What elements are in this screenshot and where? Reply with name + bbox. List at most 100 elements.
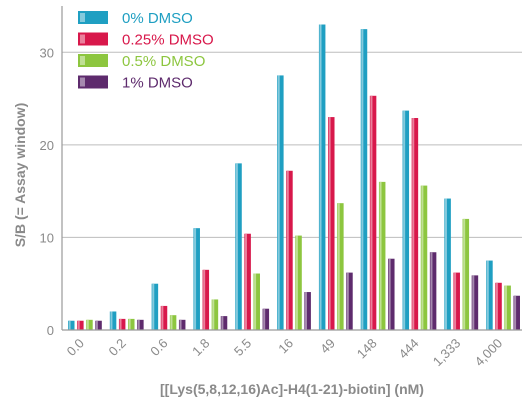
bar (77, 320, 84, 330)
bar (118, 318, 126, 330)
y-tick-label: 0 (47, 323, 54, 338)
bar-highlight (430, 252, 433, 330)
bar (429, 252, 437, 330)
bar-highlight (346, 272, 349, 330)
bar-layer (68, 24, 520, 331)
bar (95, 320, 102, 330)
bar-highlight (388, 258, 391, 330)
bar (262, 308, 270, 330)
bar-highlight (137, 319, 140, 330)
bar (318, 24, 326, 331)
bar (328, 117, 335, 330)
bar (68, 320, 75, 330)
legend-label: 0.5% DMSO (122, 53, 205, 70)
bar-highlight (295, 235, 298, 330)
x-tick-label: 1,333 (430, 336, 464, 370)
bar-highlight (170, 315, 173, 330)
legend-label: 0.25% DMSO (122, 32, 214, 49)
bar-highlight (244, 233, 247, 330)
bar-highlight (328, 117, 331, 330)
x-tick-label: 0.0 (64, 336, 87, 359)
bar (513, 295, 520, 330)
legend-swatch-highlight (80, 56, 85, 65)
bar-highlight (514, 295, 517, 330)
x-tick-label: 0.2 (105, 336, 128, 359)
bar-highlight (194, 228, 197, 330)
bar (471, 275, 479, 330)
bar (411, 118, 419, 330)
bar (295, 235, 302, 330)
legend-swatch (78, 54, 108, 67)
bar (160, 305, 168, 330)
bar (420, 185, 428, 330)
bar (286, 170, 293, 330)
bar (360, 29, 368, 331)
bar (244, 233, 251, 330)
bar (378, 181, 386, 330)
bar-highlight (319, 24, 322, 331)
bar-highlight (454, 272, 457, 330)
bar-highlight (486, 260, 489, 330)
bar-highlight (235, 163, 238, 330)
bar-highlight (412, 118, 415, 330)
bar-highlight (119, 318, 122, 330)
bar-highlight (221, 316, 224, 330)
bar-highlight (337, 203, 340, 330)
bar (220, 316, 228, 330)
y-axis-label: S/B (= Assay window) (12, 103, 28, 248)
legend-swatch (78, 32, 108, 46)
bar-highlight (504, 285, 507, 330)
bar (253, 273, 260, 330)
bar-highlight (472, 275, 475, 330)
bar-highlight (421, 185, 424, 330)
y-tick-label: 30 (40, 45, 54, 60)
bar-highlight (403, 110, 406, 330)
bar-highlight (254, 273, 257, 330)
bar-highlight (277, 75, 280, 330)
bar-highlight (203, 269, 206, 330)
bar (495, 282, 502, 330)
bar-highlight (495, 282, 498, 330)
bar (109, 311, 117, 330)
x-tick-label: 5.5 (231, 336, 254, 359)
bar-highlight (286, 170, 289, 330)
bar-highlight (86, 319, 89, 330)
bar (137, 319, 144, 330)
bar (462, 218, 470, 330)
x-tick-label: 49 (317, 336, 338, 357)
bar (169, 315, 177, 330)
bar-highlight (361, 29, 364, 331)
bar (504, 285, 511, 330)
bar (202, 269, 210, 330)
legend-label: 0% DMSO (122, 10, 193, 27)
bar (369, 95, 377, 331)
bar-highlight (212, 299, 215, 330)
bar (444, 198, 451, 330)
legend-swatch-highlight (80, 34, 85, 44)
bar (277, 75, 284, 330)
bar (193, 228, 200, 330)
bar (346, 272, 353, 330)
bar (337, 203, 344, 330)
x-tick-label: 148 (354, 336, 380, 362)
y-tick-label: 20 (40, 138, 54, 153)
bar (486, 260, 493, 330)
bar (402, 110, 410, 330)
legend-swatch (78, 75, 108, 89)
y-tick-label: 10 (40, 230, 54, 245)
legend: 0% DMSO 0.25% DMSO 0.5% DMSO 1% DMSO (78, 10, 214, 92)
x-tick-label: 1.8 (189, 336, 212, 359)
bar-highlight (68, 320, 71, 330)
bar-highlight (463, 218, 466, 330)
bar (211, 299, 219, 330)
bar (128, 318, 135, 330)
x-tick-label: 444 (396, 336, 422, 362)
bar (388, 258, 395, 330)
x-tick-label: 0.6 (147, 336, 170, 359)
legend-swatch-highlight (80, 77, 85, 87)
legend-label: 1% DMSO (122, 75, 193, 92)
bar (178, 319, 186, 330)
bar (304, 292, 311, 330)
bar-highlight (305, 292, 307, 330)
